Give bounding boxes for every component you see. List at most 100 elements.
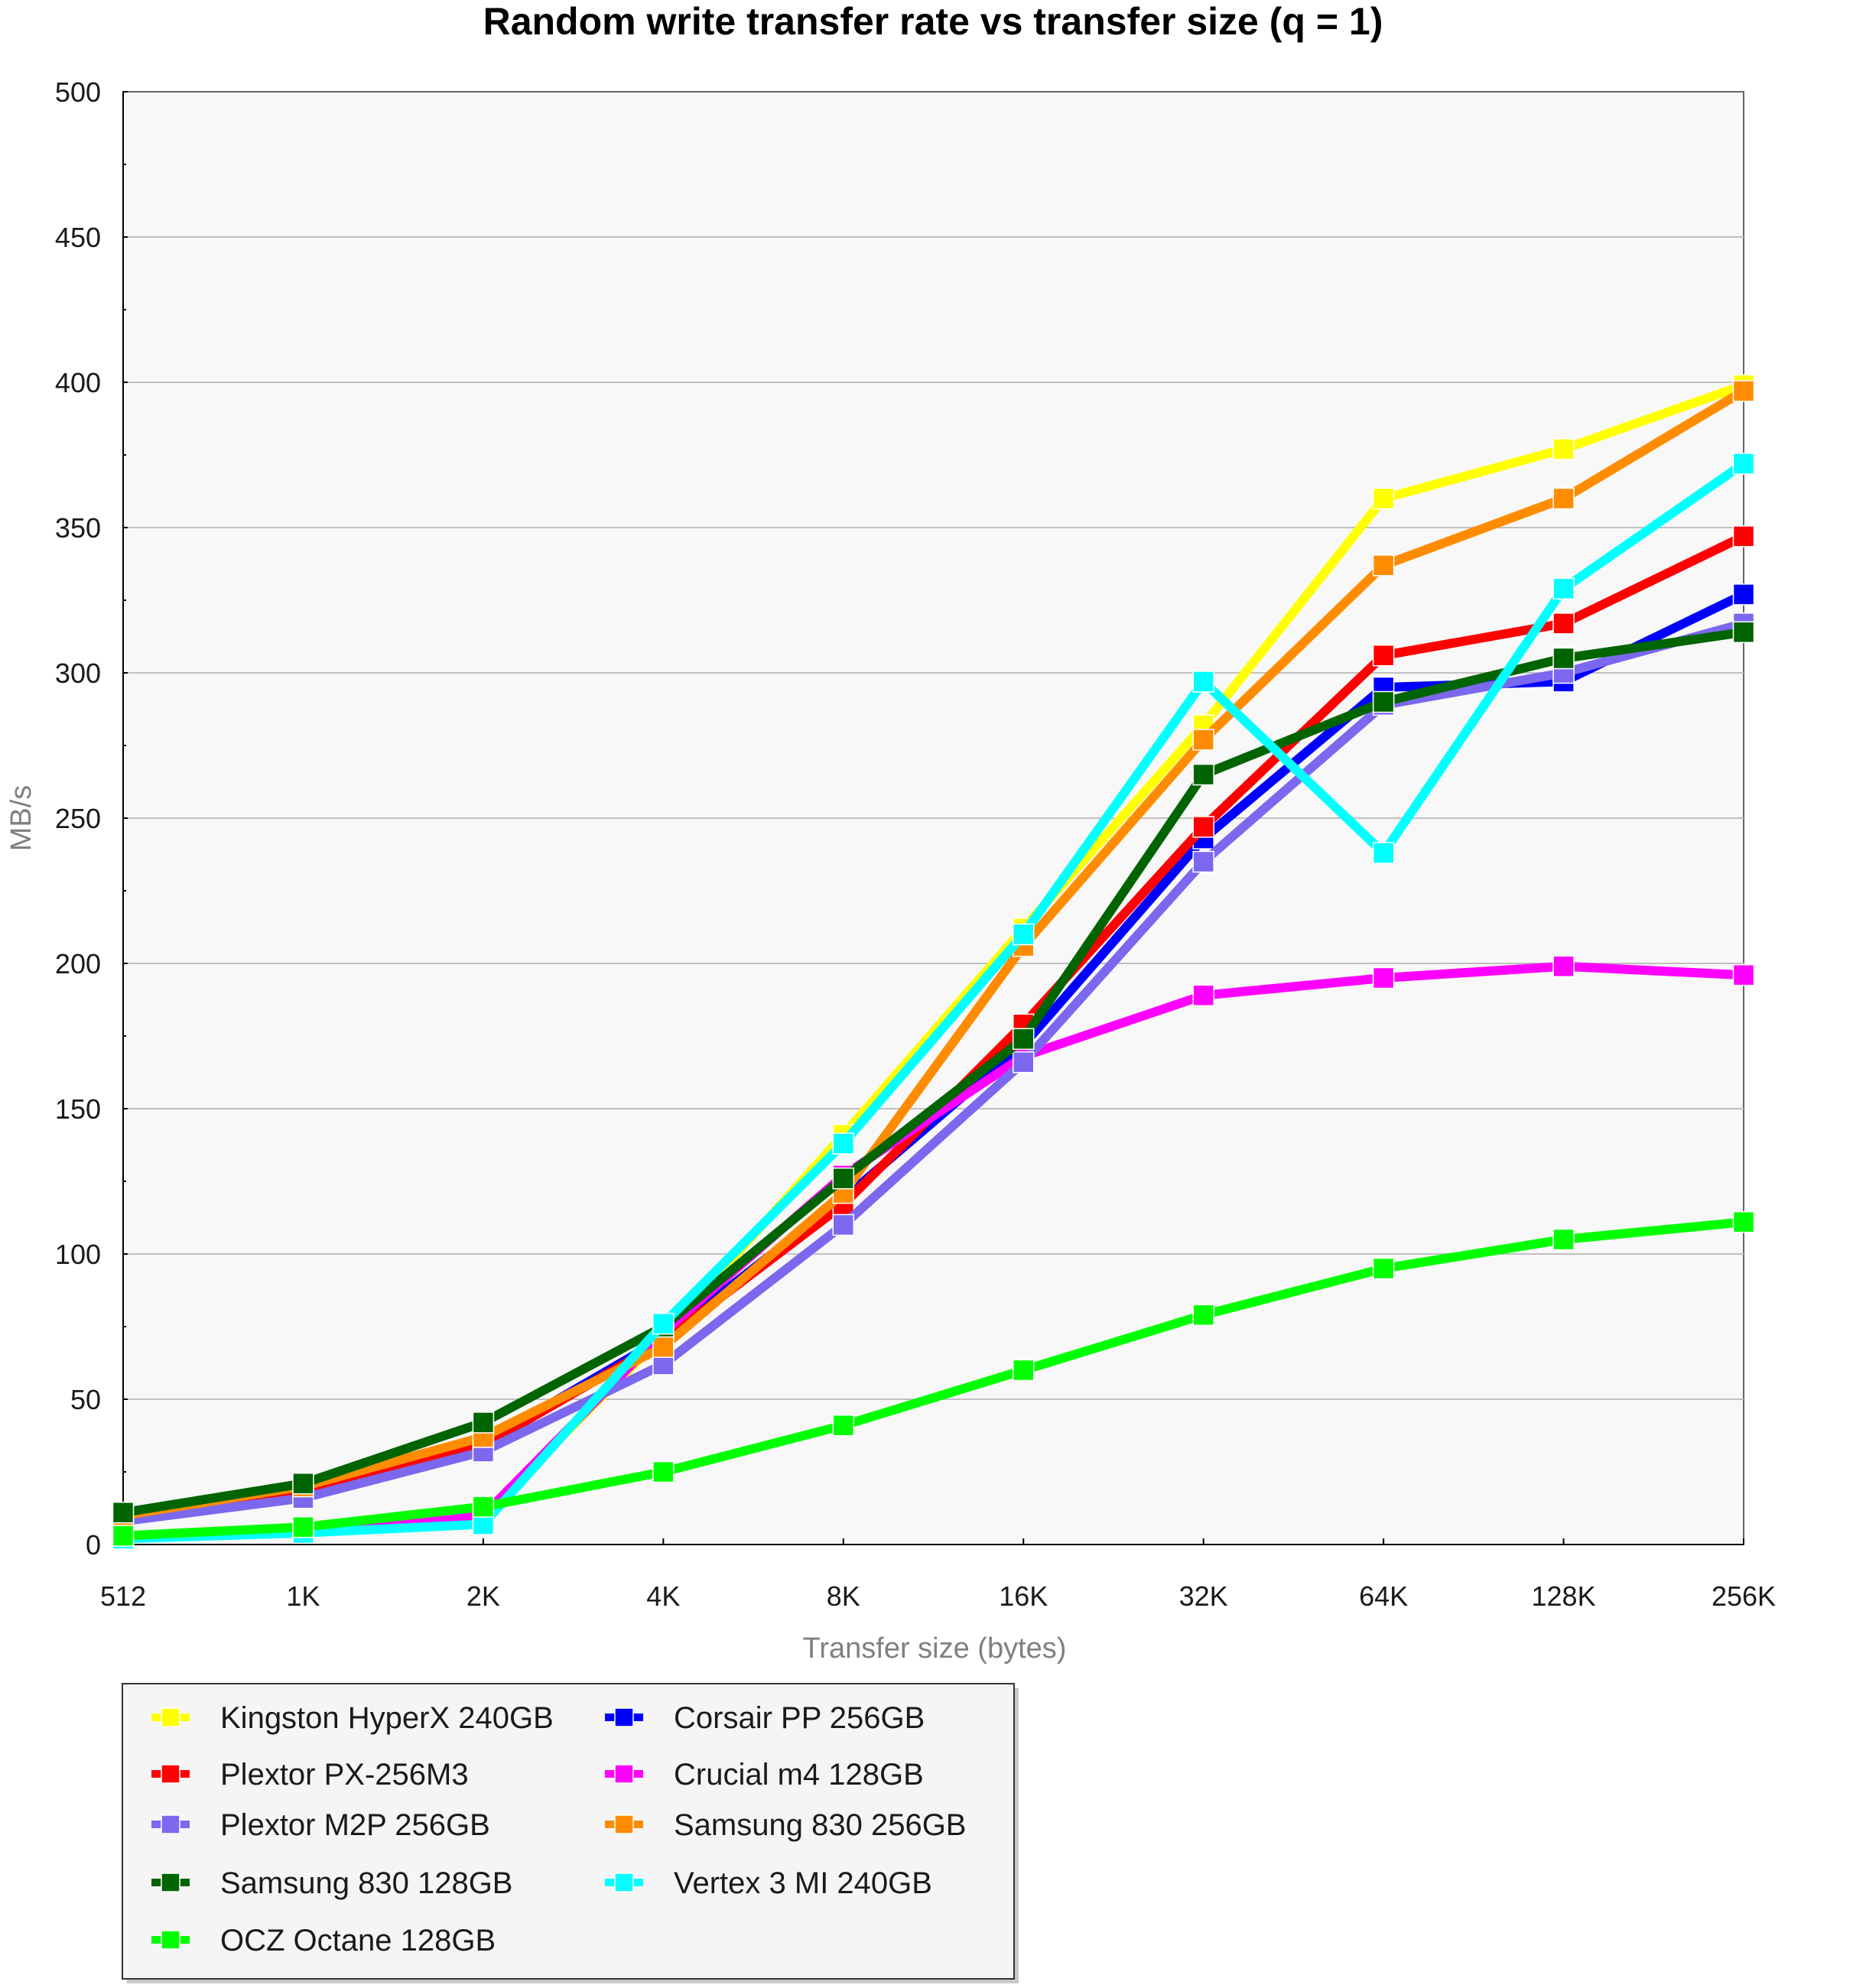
- data-point: [832, 1132, 855, 1155]
- series-ocz-octane-128gb: [112, 1210, 1755, 1547]
- legend-marker: [161, 1764, 180, 1784]
- series-vertex-3-mi-240gb: [112, 453, 1755, 1550]
- x-tick-label: 16K: [999, 1580, 1048, 1612]
- legend-marker: [614, 1707, 634, 1727]
- legend-marker: [161, 1873, 180, 1892]
- data-point: [1732, 453, 1755, 475]
- x-tick-label: 128K: [1532, 1580, 1596, 1612]
- data-point: [292, 1515, 314, 1538]
- data-point: [1012, 923, 1035, 946]
- data-point: [1192, 816, 1214, 838]
- data-point: [832, 1213, 855, 1236]
- data-point: [1732, 621, 1755, 644]
- x-tick-label: 1K: [286, 1580, 320, 1612]
- data-point: [1192, 850, 1214, 873]
- x-tick-label: 32K: [1179, 1580, 1228, 1612]
- legend-label: Samsung 830 256GB: [674, 1808, 966, 1842]
- series-samsung-830-128gb: [112, 621, 1755, 1524]
- data-point: [1732, 583, 1755, 606]
- legend-label: Kingston HyperX 240GB: [220, 1701, 554, 1735]
- x-tick-label: 2K: [466, 1580, 500, 1612]
- data-point: [1372, 966, 1395, 989]
- series-line: [122, 961, 1744, 1541]
- legend-item: Plextor M2P 256GB: [151, 1808, 490, 1842]
- legend-item: Crucial m4 128GB: [605, 1758, 924, 1791]
- data-point: [1552, 612, 1575, 635]
- data-point: [1372, 1257, 1395, 1280]
- legend: Kingston HyperX 240GB Corsair PP 256GB Ple…: [122, 1683, 1019, 1983]
- data-point: [1732, 963, 1755, 986]
- legend-marker: [161, 1707, 180, 1727]
- data-point: [1372, 644, 1395, 667]
- data-point: [832, 1414, 855, 1437]
- x-tick-label: 8K: [827, 1580, 860, 1612]
- x-tick-label: 4K: [646, 1580, 680, 1612]
- legend-label: Vertex 3 MI 240GB: [674, 1866, 932, 1900]
- data-point: [652, 1460, 675, 1483]
- legend-item: Samsung 830 256GB: [605, 1808, 966, 1842]
- data-point: [1552, 1228, 1575, 1251]
- data-point: [1192, 671, 1214, 693]
- data-point: [292, 1472, 314, 1495]
- x-axis-title: Transfer size (bytes): [803, 1632, 1067, 1665]
- y-tick-label: 50: [70, 1384, 101, 1415]
- y-tick-label: 200: [55, 948, 101, 979]
- data-point: [1552, 647, 1575, 670]
- y-tick-label: 250: [55, 803, 101, 834]
- data-point: [1552, 955, 1575, 978]
- legend-marker: [161, 1930, 180, 1950]
- y-tick-label: 300: [55, 658, 101, 689]
- y-tick-label: 400: [55, 367, 101, 398]
- legend-label: OCZ Octane 128GB: [220, 1924, 496, 1957]
- data-point: [1372, 487, 1395, 510]
- data-point: [472, 1411, 495, 1434]
- data-point: [1732, 380, 1755, 402]
- legend-item: Vertex 3 MI 240GB: [605, 1866, 932, 1900]
- series-line: [122, 619, 1745, 1526]
- x-tick-label: 256K: [1712, 1580, 1776, 1612]
- data-point: [1192, 1304, 1214, 1327]
- y-tick-label: 100: [55, 1239, 101, 1270]
- data-point: [652, 1336, 675, 1358]
- legend-item: Plextor PX-256M3: [151, 1758, 469, 1791]
- y-tick-label: 350: [55, 512, 101, 544]
- data-point: [1372, 842, 1395, 864]
- data-point: [112, 1501, 135, 1524]
- y-tick-label: 500: [55, 76, 101, 108]
- legend-marker: [614, 1764, 634, 1784]
- series-line: [122, 1217, 1744, 1541]
- data-point: [1732, 1210, 1755, 1233]
- legend-label: Plextor PX-256M3: [220, 1758, 469, 1791]
- legend-item: Corsair PP 256GB: [605, 1701, 925, 1735]
- legend-item: Kingston HyperX 240GB: [151, 1701, 554, 1735]
- data-point: [472, 1496, 495, 1518]
- legend-marker: [161, 1814, 180, 1834]
- legend-item: OCZ Octane 128GB: [151, 1924, 496, 1957]
- legend-box: [122, 1683, 1015, 1980]
- y-axis-title: MB/s: [5, 785, 37, 852]
- data-point: [112, 1525, 135, 1547]
- data-point: [1192, 763, 1214, 786]
- series-line: [122, 460, 1747, 1544]
- legend-marker: [614, 1814, 634, 1834]
- legend-label: Samsung 830 128GB: [220, 1866, 512, 1900]
- data-point: [1012, 1051, 1035, 1074]
- data-point: [1372, 554, 1395, 577]
- y-tick-label: 450: [55, 222, 101, 253]
- legend-item: Samsung 830 128GB: [151, 1866, 512, 1900]
- data-point: [1552, 438, 1575, 460]
- series-line: [122, 387, 1747, 1520]
- data-point: [1732, 525, 1755, 547]
- data-point: [1192, 729, 1214, 751]
- x-tick-label: 64K: [1359, 1580, 1408, 1612]
- legend-marker: [614, 1873, 634, 1892]
- data-point: [832, 1167, 855, 1190]
- data-point: [1192, 984, 1214, 1007]
- data-point: [1552, 487, 1575, 510]
- data-point: [1012, 1359, 1035, 1382]
- y-tick-label: 0: [86, 1529, 101, 1561]
- data-point: [1012, 1028, 1035, 1051]
- data-point: [1552, 577, 1575, 600]
- series-line: [122, 627, 1744, 1518]
